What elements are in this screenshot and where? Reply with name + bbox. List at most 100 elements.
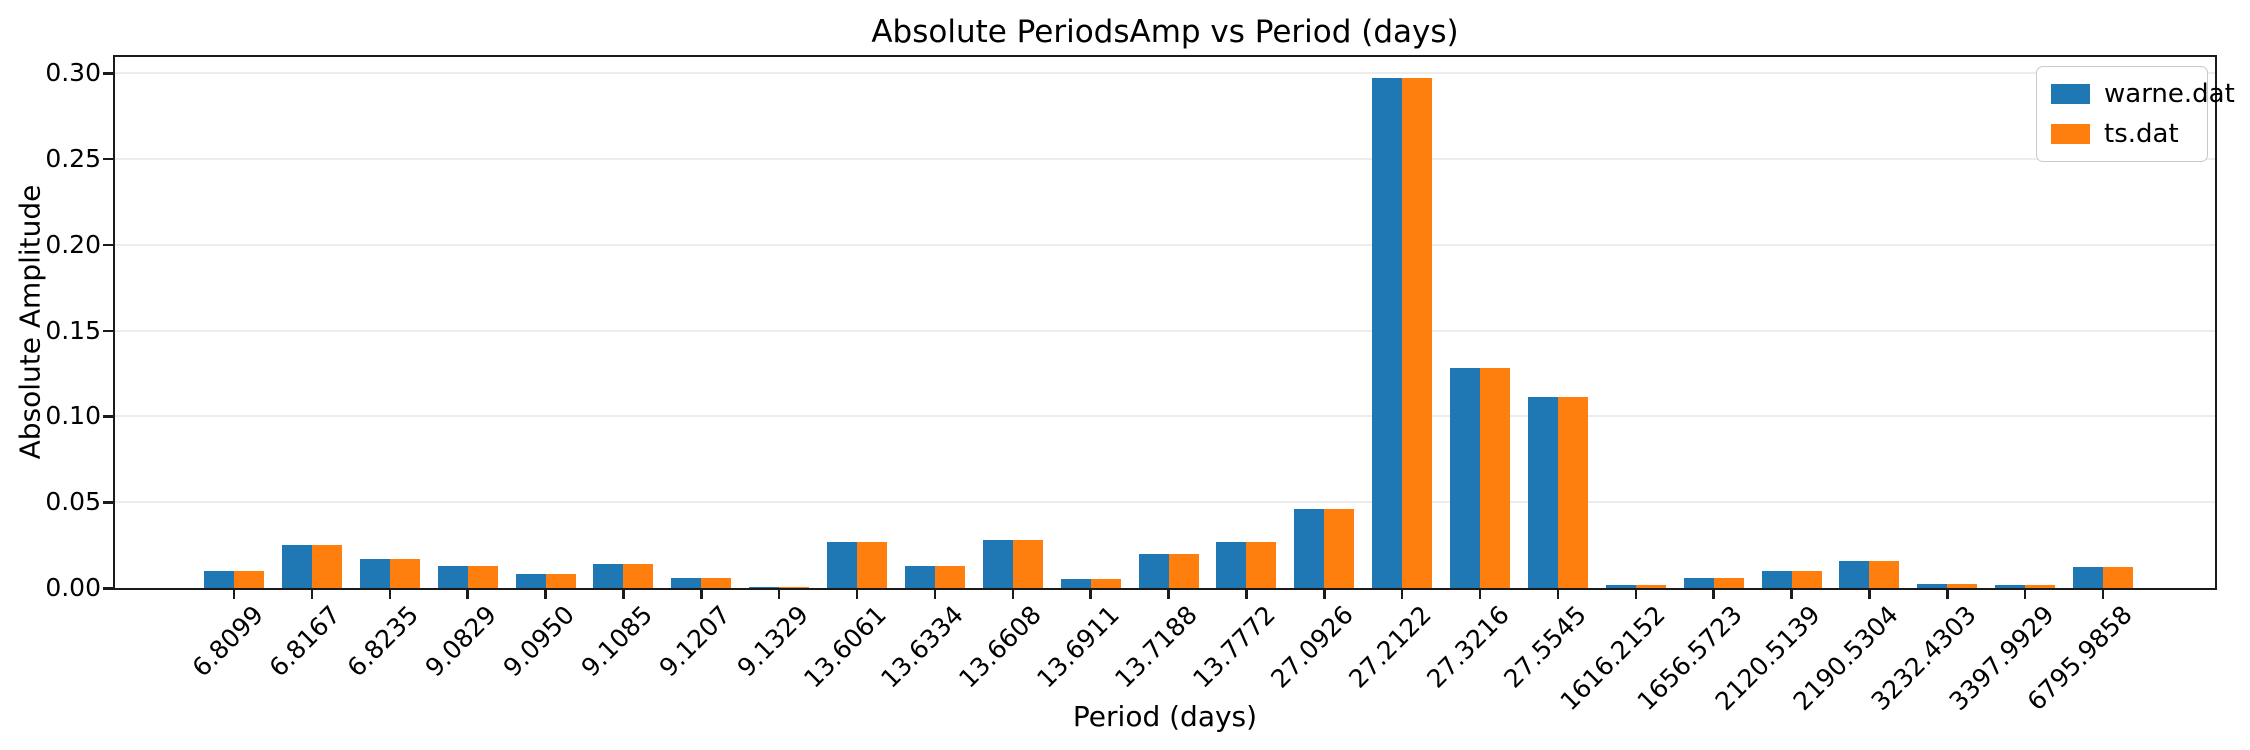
x-tick-mark [1245,590,1248,599]
gridline [115,415,2215,418]
x-tick-mark [777,590,781,599]
bar-ts-13.6061 [857,541,887,588]
x-tick-label: 27.0926 [1265,600,1359,694]
x-axis-label: Period (days) [1072,700,1258,733]
bar-warne-2120.5139 [1761,570,1792,588]
x-tick-label: 9.1207 [653,600,736,683]
y-tick-label: 0.00 [45,573,101,602]
bar-warne-13.6334 [904,565,935,588]
x-tick-mark [1634,590,1637,599]
bar-warne-27.2122 [1372,78,1403,588]
x-tick-label: 6.8099 [186,600,269,683]
x-tick-mark [622,590,625,599]
y-tick-mark [103,157,113,161]
x-tick-label: 27.2122 [1343,600,1437,694]
y-tick-mark [103,72,113,75]
x-tick-mark [1556,590,1560,599]
bar-warne-2190.5304 [1839,560,1870,588]
x-tick-mark [388,590,391,599]
bar-ts-9.0829 [467,565,498,588]
bar-ts-3397.9929 [2025,584,2056,588]
y-tick-label: 0.30 [45,58,101,87]
bar-warne-9.0950 [515,574,546,588]
x-tick-mark [1868,590,1871,599]
bar-warne-27.3216 [1450,368,1480,588]
x-tick-mark [2101,590,2105,599]
bar-warne-6.8235 [359,558,390,588]
y-tick-label: 0.05 [45,487,101,517]
bar-ts-6.8099 [234,570,264,588]
x-tick-label: 6.8167 [264,600,347,683]
bar-warne-6.8167 [281,545,312,588]
bar-ts-13.6911 [1090,579,1121,588]
x-tick-label: 13.6334 [875,600,970,694]
bar-ts-13.7772 [1246,541,1277,588]
x-tick-mark [700,590,703,599]
bar-ts-9.0950 [545,574,576,588]
x-tick-mark [2023,590,2027,599]
legend-entry-warne: warne.dat [2051,80,2235,108]
gridline [115,157,2215,160]
y-tick-mark [103,587,113,590]
plot-area [113,55,2217,590]
x-tick-label: 13.7772 [1187,600,1281,694]
x-tick-mark [855,590,859,599]
x-tick-mark [310,590,314,599]
bar-warne-13.7188 [1138,553,1169,588]
bar-warne-9.1329 [749,587,780,588]
bar-warne-13.6911 [1060,579,1091,588]
bar-ts-6.8235 [389,558,420,588]
x-tick-mark [1790,590,1793,599]
legend-swatch-warne [2051,84,2090,104]
gridline [115,329,2215,332]
bar-ts-6.8167 [311,545,342,588]
x-tick-mark [544,590,547,599]
bar-ts-2120.5139 [1791,570,1822,588]
y-tick-label: 0.20 [45,229,101,259]
y-tick-mark [103,329,113,332]
bar-ts-9.1329 [779,587,810,588]
bar-ts-13.6334 [934,565,965,588]
bar-warne-13.7772 [1216,541,1247,588]
x-tick-label: 13.6911 [1031,600,1126,694]
bar-warne-3397.9929 [1995,584,2026,588]
bar-ts-27.0926 [1324,509,1355,588]
legend-label-warne: warne.dat [2104,79,2235,109]
bar-ts-13.6608 [1012,539,1043,588]
chart-title: Absolute PeriodsAmp vs Period (days) [871,14,1459,50]
bar-warne-1656.5723 [1683,577,1714,588]
bar-ts-2190.5304 [1869,560,1900,588]
x-tick-mark [1089,590,1092,599]
x-tick-mark [232,590,236,599]
bar-warne-27.0926 [1294,509,1325,588]
gridline [115,243,2215,246]
legend-entry-ts: ts.dat [2051,120,2191,148]
bar-warne-13.6608 [982,539,1013,588]
bar-ts-9.1085 [623,564,654,588]
bar-ts-27.5545 [1557,397,1588,588]
x-tick-mark [1478,590,1482,599]
x-tick-label: 27.3216 [1420,600,1515,694]
bar-ts-13.7188 [1168,553,1199,588]
bar-ts-1616.2152 [1635,584,1666,588]
bar-warne-27.5545 [1527,397,1558,588]
bar-warne-6.8099 [204,570,234,588]
x-tick-label: 6.8235 [341,600,425,683]
x-tick-mark [1011,590,1014,599]
x-tick-label: 13.7188 [1109,600,1204,694]
bar-ts-6795.9858 [2103,567,2133,588]
x-tick-mark [933,590,937,599]
x-tick-mark [1946,590,1949,599]
y-tick-label: 0.25 [45,143,101,173]
bar-ts-9.1207 [701,577,732,588]
bar-warne-9.1207 [671,577,702,588]
bar-warne-3232.4303 [1917,583,1948,588]
x-tick-label: 9.0829 [419,600,503,683]
bar-warne-6795.9858 [2073,567,2103,588]
legend-swatch-ts [2051,124,2090,144]
bar-ts-1656.5723 [1713,577,1744,588]
x-tick-label: 9.0950 [497,600,581,683]
y-tick-mark [103,501,113,504]
legend-label-ts: ts.dat [2104,119,2179,149]
